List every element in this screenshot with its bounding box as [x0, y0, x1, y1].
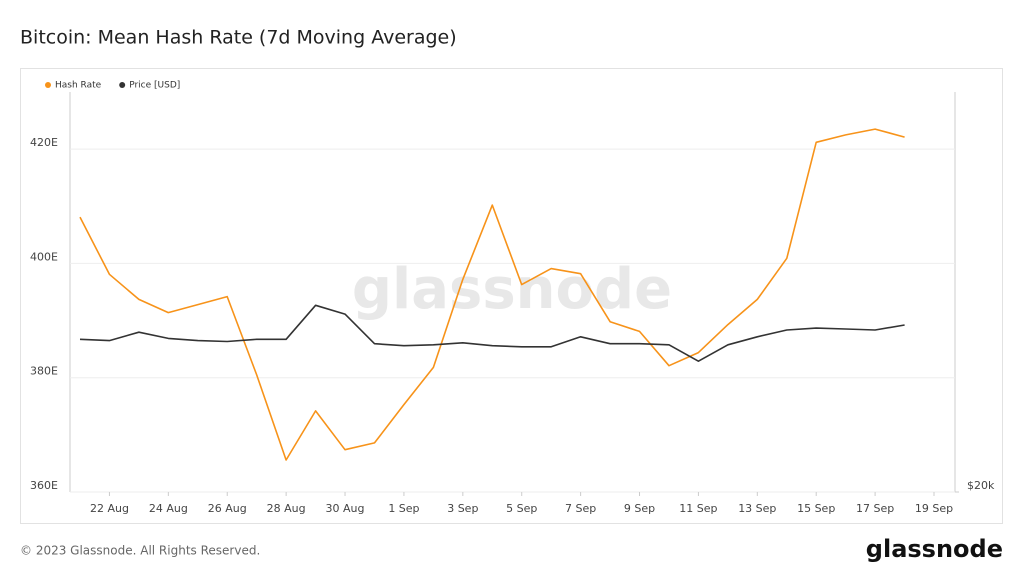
- card: [20, 68, 1003, 524]
- y-tick-label: 380E: [30, 365, 58, 378]
- x-tick-label: 17 Sep: [856, 502, 894, 515]
- legend-marker: [119, 82, 126, 88]
- x-tick-label: 15 Sep: [797, 502, 835, 515]
- x-tick-label: 19 Sep: [915, 502, 953, 515]
- series-line: [79, 128, 905, 461]
- logo: glassnode: [866, 535, 1003, 563]
- x-tick-label: 3 Sep: [447, 502, 478, 515]
- x-tick-label: 13 Sep: [738, 502, 776, 515]
- x-tick-label: 7 Sep: [565, 502, 596, 515]
- y-tick-label: 360E: [30, 479, 58, 492]
- legend-label: Hash Rate: [55, 81, 102, 91]
- y-tick-label: 400E: [30, 250, 58, 263]
- x-tick-label: 1 Sep: [388, 502, 419, 515]
- x-tick-label: 22 Aug: [90, 502, 129, 515]
- watermark: glassnode: [352, 257, 672, 322]
- y-tick-label: 420E: [30, 136, 58, 149]
- legend-label: Price [USD]: [129, 81, 180, 91]
- x-tick-label: 28 Aug: [267, 502, 306, 515]
- y2-tick-label: $20k: [967, 479, 995, 492]
- copyright: © 2023 Glassnode. All Rights Reserved.: [20, 544, 260, 558]
- x-tick-label: 26 Aug: [208, 502, 247, 515]
- x-tick-label: 5 Sep: [506, 502, 537, 515]
- series-line: [79, 304, 905, 362]
- x-tick-label: 11 Sep: [679, 502, 717, 515]
- chart-title: Bitcoin: Mean Hash Rate (7d Moving Avera…: [20, 27, 457, 49]
- x-tick-label: 24 Aug: [149, 502, 188, 515]
- legend-marker: [45, 82, 51, 88]
- x-tick-label: 9 Sep: [624, 502, 655, 515]
- x-tick-label: 30 Aug: [326, 502, 365, 515]
